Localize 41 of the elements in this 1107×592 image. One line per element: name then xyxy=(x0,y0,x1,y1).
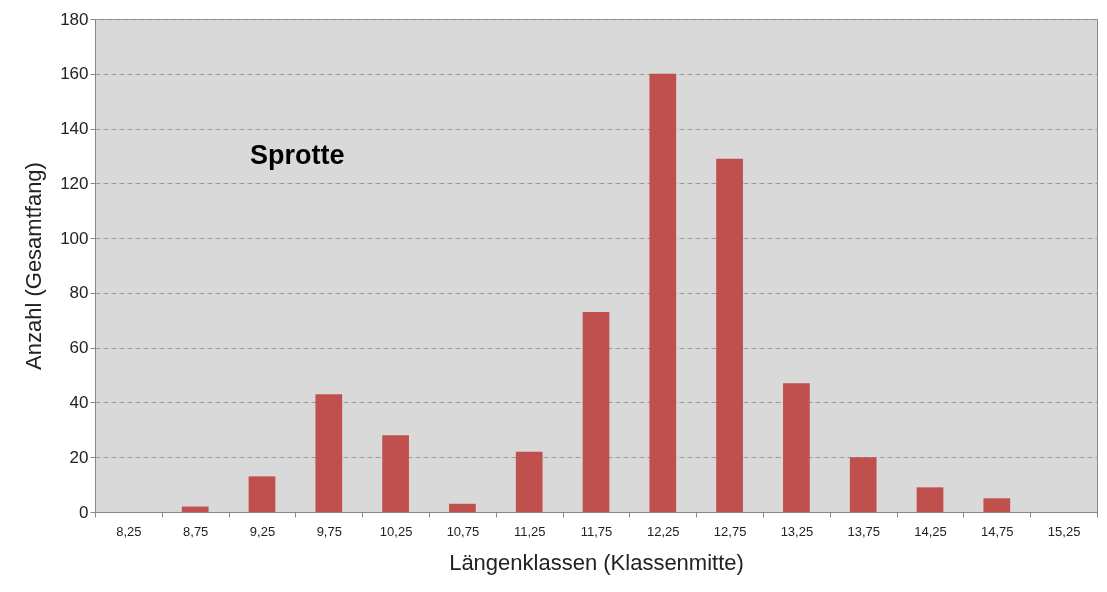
x-tick-label: 14,75 xyxy=(981,523,1014,539)
x-tick-label: 8,25 xyxy=(116,523,142,539)
x-tick-label: 10,25 xyxy=(379,523,413,539)
bar xyxy=(716,158,743,512)
y-tick-label: 120 xyxy=(60,173,89,193)
bar xyxy=(849,457,877,512)
y-tick-label: 80 xyxy=(69,283,89,303)
x-tick-label: 11,75 xyxy=(580,523,613,539)
x-tick-label: 13,75 xyxy=(847,523,880,539)
y-axis-title: Anzahl (Gesamtfang) xyxy=(21,162,47,370)
bar xyxy=(248,476,276,512)
x-tick-label: 12,75 xyxy=(713,523,747,539)
x-tick-label: 9,75 xyxy=(316,523,342,539)
y-tick-label: 60 xyxy=(69,338,89,358)
bar xyxy=(515,451,543,512)
x-axis-title: Längenklassen (Klassenmitte) xyxy=(449,549,744,575)
bar xyxy=(582,312,610,512)
y-tick-label: 160 xyxy=(60,64,89,84)
y-tick-label: 0 xyxy=(79,502,89,522)
x-tick-label: 14,25 xyxy=(914,523,947,539)
x-tick-label: 10,75 xyxy=(446,523,480,539)
bar xyxy=(315,394,343,512)
x-tick-label: 8,75 xyxy=(183,523,209,539)
y-tick-label: 40 xyxy=(69,392,89,412)
x-tick-label: 9,25 xyxy=(249,523,276,539)
bar xyxy=(181,506,209,512)
bar xyxy=(983,498,1011,512)
y-tick-label: 140 xyxy=(60,119,89,139)
bar xyxy=(649,73,677,512)
bar xyxy=(449,503,476,512)
text: Sprotte xyxy=(250,140,345,170)
x-tick-label: 15,25 xyxy=(1047,523,1081,539)
x-tick-label: 12,25 xyxy=(647,523,680,539)
bar xyxy=(783,383,810,512)
bar xyxy=(916,487,944,512)
y-tick-label: 100 xyxy=(60,228,89,248)
y-tick-label: 180 xyxy=(60,9,89,29)
y-tick-label: 20 xyxy=(69,447,89,467)
x-tick-label: 13,25 xyxy=(780,523,814,539)
x-tick-label: 11,25 xyxy=(513,523,546,539)
bar xyxy=(382,435,409,512)
